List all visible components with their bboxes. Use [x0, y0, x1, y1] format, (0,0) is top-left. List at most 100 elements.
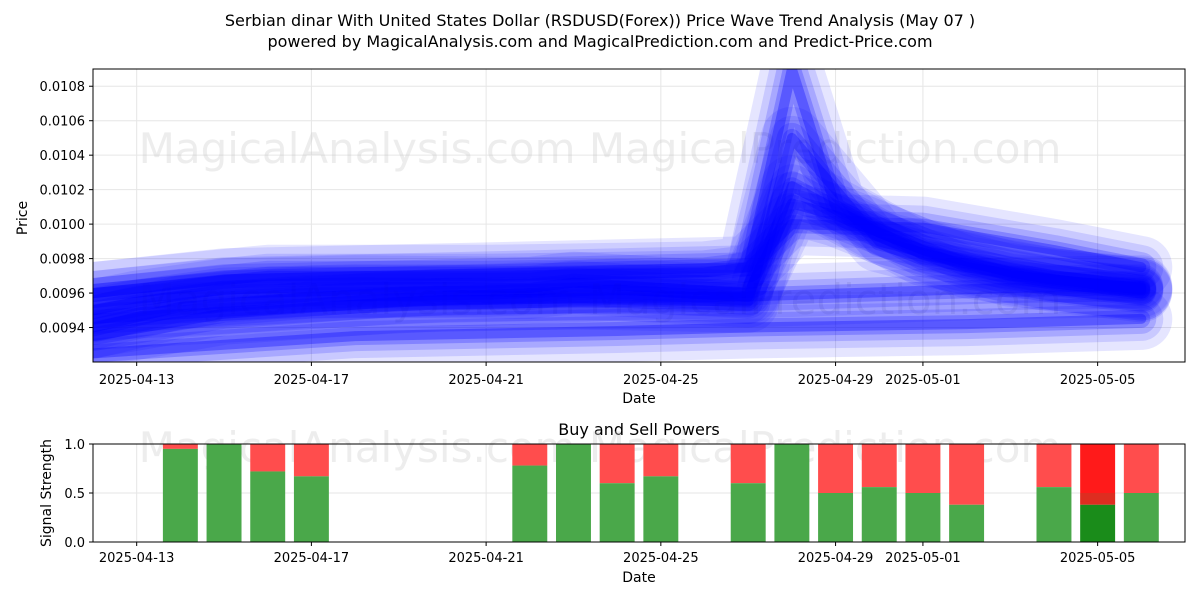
buy-power-bar [599, 483, 635, 542]
sell-power-bar [512, 444, 548, 466]
price-wave-band-5 [93, 264, 1164, 341]
sell-power-bar [162, 444, 198, 449]
price-x-tick-label: 2025-05-01 [885, 373, 961, 388]
price-wave-band-1 [93, 171, 1157, 343]
price-wave-band-0 [93, 188, 1157, 326]
price-x-tick-label: 2025-04-17 [274, 373, 350, 388]
price-watermark-lower: MagicalAnalysis.com MagicalPrediction.co… [139, 275, 1062, 324]
price-wave-band-1 [93, 164, 1164, 350]
price-x-tick-label: 2025-05-05 [1060, 373, 1136, 388]
buy-power-bar [250, 471, 286, 542]
sell-power-bar [1123, 444, 1159, 493]
price-grid [93, 69, 1185, 362]
price-wave-band-5 [93, 271, 1157, 334]
sell-power-bar [293, 444, 329, 477]
price-y-tick-label: 0.0096 [40, 287, 86, 302]
price-wave-band-3 [93, 69, 1147, 299]
price-wave-band-6 [93, 209, 1157, 309]
price-wave-band-1 [93, 181, 1147, 333]
price-wave-band-2 [93, 132, 1147, 342]
price-wave-band-2 [93, 128, 1151, 346]
sell-power-bar [905, 444, 941, 493]
signal-y-tick-label: 0.0 [64, 536, 85, 551]
price-y-tick-label: 0.0094 [40, 322, 86, 337]
sell-power-bar [949, 444, 985, 505]
price-wave-band-0 [93, 181, 1164, 333]
buy-power-bar [905, 493, 941, 542]
price-y-tick-label: 0.0108 [40, 80, 86, 95]
price-wave-band-2 [93, 122, 1157, 352]
price-panel: MagicalAnalysis.com MagicalPrediction.co… [15, 68, 1186, 407]
signal-panel: Buy and Sell Powers MagicalAnalysis.com … [39, 420, 1186, 586]
price-wave-band-3 [93, 69, 1157, 309]
price-y-axis: 0.0094 0.0096 0.0098 0.0100 0.0102 0.0104 0.01… [40, 80, 93, 337]
price-wave-band-2 [93, 115, 1164, 359]
price-y-tick-label: 0.0098 [40, 253, 86, 268]
buy-power-bar [861, 487, 897, 542]
signal-title: Buy and Sell Powers [558, 420, 720, 439]
signal-y-axis: 0.0 0.5 1.0 [64, 438, 93, 551]
price-wave-band-3 [93, 69, 1164, 316]
price-plot-frame [92, 68, 1186, 363]
sell-power-bar [1036, 444, 1072, 488]
sell-power-bar [861, 444, 897, 488]
signal-x-tick-label: 2025-04-13 [99, 551, 175, 566]
price-y-label: Price [15, 201, 31, 235]
signal-x-tick-label: 2025-04-21 [448, 551, 524, 566]
sell-power-bar [1080, 444, 1116, 505]
price-wave-band-4 [93, 303, 1157, 362]
signal-x-axis: 2025-04-13 2025-04-17 2025-04-21 2025-04-25… [99, 542, 1136, 566]
buy-power-bar [643, 476, 679, 542]
price-wave-band-1 [93, 155, 1173, 359]
price-wave-band-0 [93, 194, 1151, 320]
price-wave-band-4 [93, 309, 1151, 362]
price-wave-band-3 [93, 69, 1173, 325]
buy-power-bar [949, 504, 985, 542]
price-watermark: MagicalAnalysis.com MagicalPrediction.co… [139, 124, 1062, 173]
buy-power-bar [1080, 504, 1116, 542]
price-wave-band-3 [93, 69, 1151, 303]
buy-power-bar [162, 448, 198, 542]
buy-power-bar [556, 444, 591, 542]
figure-title-line1: Serbian dinar With United States Dollar … [225, 11, 975, 30]
price-wave-band-4 [93, 296, 1164, 362]
price-y-tick-label: 0.0102 [40, 184, 86, 199]
price-wave-band-0 [93, 172, 1173, 342]
signal-y-label: Signal Strength [39, 439, 55, 547]
signal-x-tick-label: 2025-05-05 [1060, 551, 1136, 566]
price-wave-band-5 [93, 277, 1151, 328]
buy-power-bar [774, 444, 810, 542]
buy-power-bar [512, 465, 548, 542]
sell-power-bar [818, 444, 854, 493]
price-x-tick-label: 2025-04-21 [448, 373, 524, 388]
price-wave-band-4 [93, 287, 1173, 362]
sell-power-bar [250, 444, 286, 472]
signal-x-label: Date [622, 570, 655, 586]
figure-title-line2: powered by MagicalAnalysis.com and Magic… [267, 32, 932, 51]
signal-y-tick-label: 1.0 [64, 438, 85, 453]
signal-x-tick-label: 2025-04-25 [623, 551, 699, 566]
signal-x-tick-label: 2025-05-01 [885, 551, 961, 566]
price-wave-band-6 [93, 202, 1164, 316]
sell-power-bar [643, 444, 679, 477]
price-wave-series [93, 69, 1173, 362]
buy-power-bar [818, 493, 854, 542]
price-wave-band-6 [93, 215, 1151, 303]
price-wave-band-0 [93, 198, 1147, 316]
price-wave-band-4 [93, 313, 1147, 359]
price-x-tick-label: 2025-04-13 [99, 373, 175, 388]
buy-power-bar [1036, 487, 1072, 542]
buy-power-bar [730, 483, 766, 542]
price-wave-band-6 [93, 219, 1147, 299]
signal-y-tick-label: 0.5 [64, 487, 85, 502]
buy-power-bar [1123, 493, 1159, 542]
sell-power-bar [730, 444, 766, 484]
signal-x-tick-label: 2025-04-29 [798, 551, 874, 566]
price-wave-band-5 [93, 281, 1147, 324]
price-wave-band-5 [93, 255, 1173, 350]
signal-bars [162, 444, 1159, 542]
price-x-tick-label: 2025-04-29 [798, 373, 874, 388]
signal-x-tick-label: 2025-04-17 [274, 551, 350, 566]
price-y-tick-label: 0.0106 [40, 115, 86, 130]
